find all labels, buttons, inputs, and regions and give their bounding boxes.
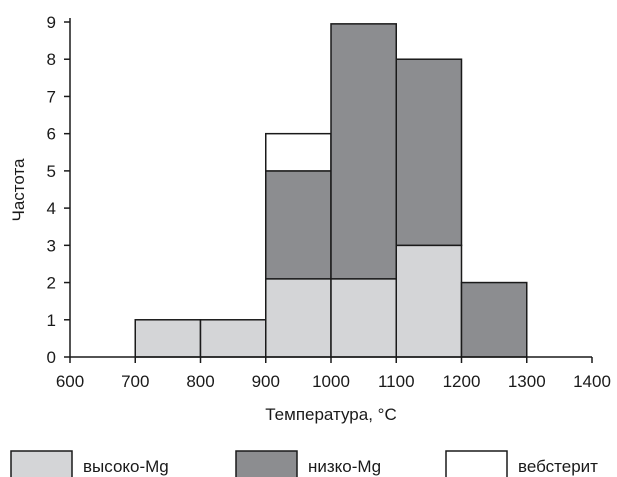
x-tick-label-1300: 1300 — [508, 372, 546, 391]
axes-layer: 600 700 800 900 1000 1100 1200 1300 1400 0 1 2 3 4 5 6 7… — [47, 13, 611, 391]
x-tick-label-1000: 1000 — [312, 372, 350, 391]
bar-900-1000-series-0 — [265, 278, 332, 358]
bar-1200-1300-series-1 — [460, 281, 528, 358]
y-tick-label-5: 5 — [47, 162, 56, 181]
bar-1100-1200-series-0 — [395, 244, 463, 358]
y-tick-label-7: 7 — [47, 87, 56, 106]
y-tick-label-3: 3 — [47, 236, 56, 255]
x-tick-label-1100: 1100 — [378, 372, 415, 391]
bar-900-1000-series-1 — [265, 170, 332, 280]
x-tick-label-1400: 1400 — [573, 372, 611, 391]
bar-900-1000-series-2 — [265, 132, 332, 172]
y-tick-label-4: 4 — [47, 199, 56, 218]
bars-layer — [134, 23, 528, 358]
bar-800-900-series-0 — [199, 319, 267, 358]
legend-label-2: вебстерит — [518, 457, 598, 476]
bar-1000-1100-series-0 — [330, 278, 397, 358]
legend: высоко-Mg низко-Mg вебстерит — [10, 450, 598, 477]
bar-1100-1200-series-1 — [395, 58, 463, 247]
x-tick-label-700: 700 — [121, 372, 149, 391]
legend-label-0: высоко-Mg — [83, 457, 169, 476]
y-tick-label-1: 1 — [47, 311, 56, 330]
x-tick-label-800: 800 — [186, 372, 214, 391]
y-tick-label-2: 2 — [47, 274, 56, 293]
x-axis-title: Температура, °C — [265, 405, 396, 424]
bar-1000-1100-series-1 — [330, 23, 397, 280]
y-tick-label-8: 8 — [47, 50, 56, 69]
legend-swatch-0 — [10, 450, 73, 477]
y-axis-title: Частота — [9, 158, 28, 222]
x-tick-label-900: 900 — [252, 372, 280, 391]
x-tick-label-1200: 1200 — [443, 372, 481, 391]
legend-swatch-2 — [445, 450, 508, 477]
y-tick-label-6: 6 — [47, 125, 56, 144]
legend-label-1: низко-Mg — [308, 457, 381, 476]
x-tick-label-600: 600 — [56, 372, 84, 391]
y-tick-label-9: 9 — [47, 13, 56, 32]
bar-700-800-series-0 — [134, 319, 202, 358]
legend-swatch-1 — [235, 450, 298, 477]
y-tick-label-0: 0 — [47, 348, 56, 367]
